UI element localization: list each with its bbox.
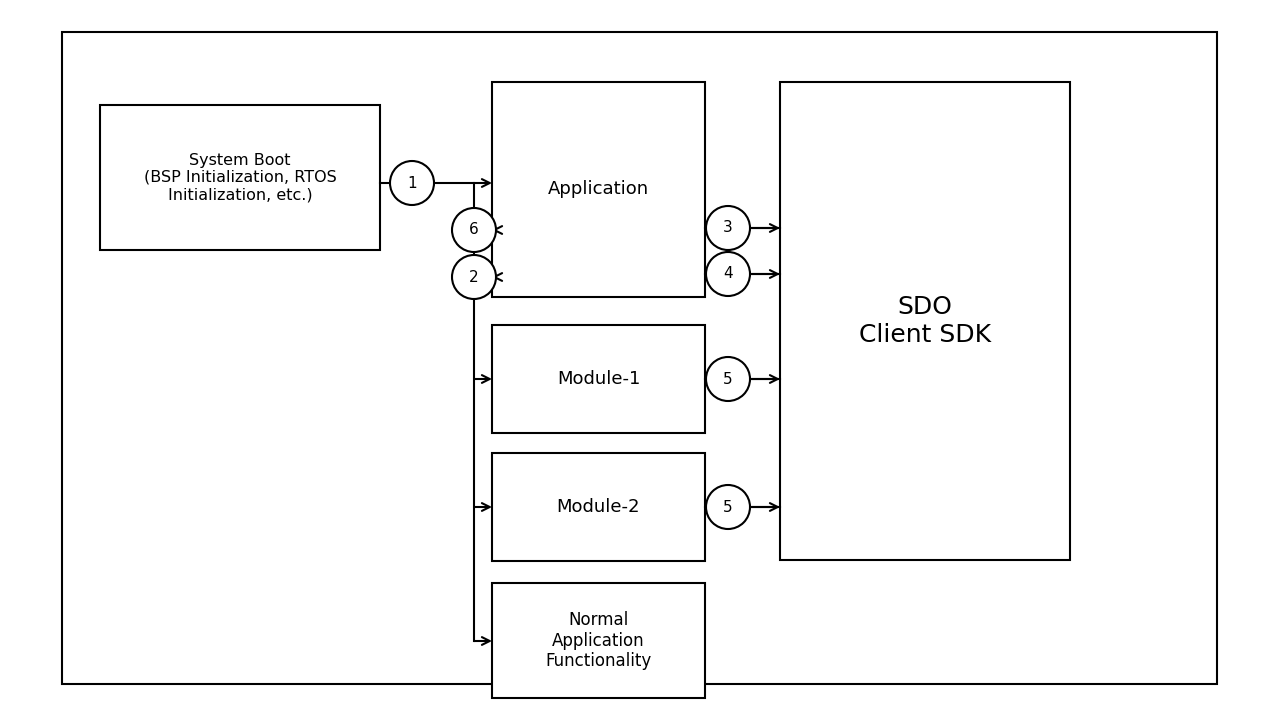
Bar [100, 105, 380, 250]
Text: 5: 5 [723, 500, 733, 515]
Text: 2: 2 [470, 269, 479, 284]
Text: System Boot
(BSP Initialization, RTOS
Initialization, etc.): System Boot (BSP Initialization, RTOS In… [143, 153, 337, 202]
Bar [492, 82, 705, 297]
Text: 6: 6 [470, 222, 479, 238]
Circle shape [707, 252, 750, 296]
Text: Application: Application [548, 181, 649, 199]
Text: SDO
Client SDK: SDO Client SDK [859, 295, 991, 347]
Text: Normal
Application
Functionality: Normal Application Functionality [545, 611, 652, 670]
Circle shape [707, 485, 750, 529]
Circle shape [452, 255, 497, 299]
Text: Module-1: Module-1 [557, 370, 640, 388]
Bar [492, 583, 705, 698]
Text: 3: 3 [723, 220, 733, 235]
Circle shape [390, 161, 434, 205]
Text: 4: 4 [723, 266, 733, 282]
Circle shape [707, 357, 750, 401]
Bar [492, 325, 705, 433]
Circle shape [452, 208, 497, 252]
Bar [492, 453, 705, 561]
Text: 5: 5 [723, 372, 733, 387]
Circle shape [707, 206, 750, 250]
Bar [780, 82, 1070, 560]
Text: 1: 1 [407, 176, 417, 191]
Text: Module-2: Module-2 [557, 498, 640, 516]
